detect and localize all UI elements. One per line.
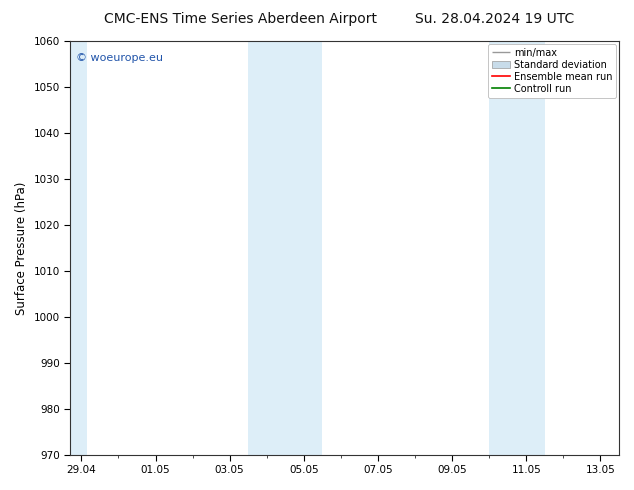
Bar [489, 41, 545, 455]
Bar [70, 41, 87, 455]
Text: Su. 28.04.2024 19 UTC: Su. 28.04.2024 19 UTC [415, 12, 574, 26]
Text: CMC-ENS Time Series Aberdeen Airport: CMC-ENS Time Series Aberdeen Airport [105, 12, 377, 26]
Legend: min/max, Standard deviation, Ensemble mean run, Controll run: min/max, Standard deviation, Ensemble me… [488, 44, 616, 98]
Text: © woeurope.eu: © woeurope.eu [75, 53, 163, 64]
Y-axis label: Surface Pressure (hPa): Surface Pressure (hPa) [15, 181, 28, 315]
Bar [248, 41, 322, 455]
